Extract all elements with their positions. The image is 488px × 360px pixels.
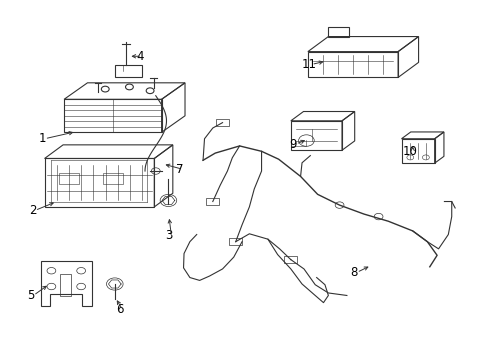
Text: 8: 8: [350, 266, 357, 279]
Text: 9: 9: [289, 138, 296, 150]
Bar: [284, 256, 297, 263]
Bar: [59, 173, 79, 184]
Text: 11: 11: [301, 58, 316, 71]
Bar: [60, 274, 71, 296]
Text: 5: 5: [27, 289, 35, 302]
Text: 6: 6: [116, 303, 123, 316]
Text: 7: 7: [176, 163, 183, 176]
Text: 1: 1: [39, 132, 46, 145]
Bar: [216, 119, 228, 126]
Text: 4: 4: [136, 50, 143, 63]
Text: 10: 10: [402, 145, 417, 158]
Text: 2: 2: [29, 204, 36, 217]
Bar: [103, 173, 122, 184]
Bar: [229, 238, 242, 245]
Bar: [206, 198, 219, 205]
Text: 3: 3: [165, 229, 172, 242]
